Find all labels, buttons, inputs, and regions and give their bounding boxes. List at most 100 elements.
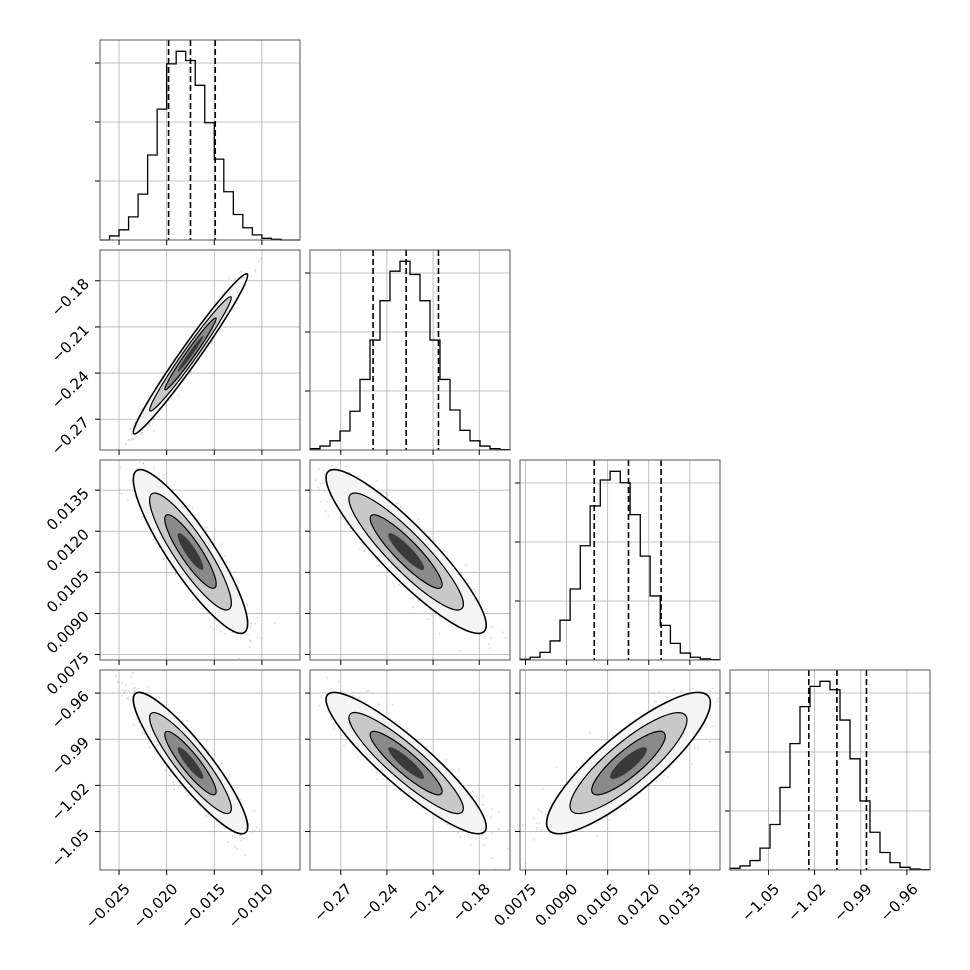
scatter-point xyxy=(512,644,514,646)
scatter-point xyxy=(130,433,133,436)
scatter-point xyxy=(153,466,155,469)
scatter-point xyxy=(330,464,333,467)
scatter-point xyxy=(264,248,266,250)
scatter-point xyxy=(216,625,219,628)
scatter-point xyxy=(427,618,430,620)
scatter-point xyxy=(250,640,253,643)
scatter-point xyxy=(135,717,138,720)
scatter-point xyxy=(116,681,119,683)
scatter-point xyxy=(320,500,322,503)
scatter-point xyxy=(130,428,133,430)
panel-frame xyxy=(309,249,511,451)
scatter-point xyxy=(287,464,289,466)
scatter-point xyxy=(234,571,237,574)
panel-content xyxy=(100,457,300,660)
scatter-point xyxy=(424,610,427,612)
scatter-point xyxy=(132,425,134,428)
scatter-point xyxy=(345,465,348,468)
scatter-point xyxy=(95,479,97,481)
scatter-point xyxy=(141,431,143,434)
histogram-panel-0 xyxy=(95,39,301,241)
scatter-point xyxy=(141,516,144,518)
density-contour-3 xyxy=(177,533,204,570)
scatter-point xyxy=(363,549,366,552)
scatter-point xyxy=(204,814,207,816)
scatter-point xyxy=(115,675,117,677)
scatter-point xyxy=(464,564,467,566)
density-contour-3 xyxy=(177,335,204,372)
scatter-point xyxy=(314,479,317,482)
scatter-point xyxy=(472,588,474,591)
scatter-point xyxy=(125,457,127,459)
scatter-point xyxy=(490,636,493,639)
scatter-point xyxy=(459,650,462,652)
scatter-point xyxy=(162,477,165,480)
scatter-point xyxy=(412,606,414,609)
scatter-point xyxy=(429,608,431,611)
scatter-point xyxy=(163,473,165,476)
scatter-point xyxy=(430,614,433,617)
histogram-panel-2 xyxy=(515,459,721,661)
scatter-point xyxy=(191,599,194,601)
panel-frame xyxy=(99,39,301,241)
scatter-point xyxy=(384,491,387,494)
scatter-point xyxy=(238,581,240,583)
scatter-point xyxy=(322,469,325,472)
scatter-point xyxy=(133,422,136,425)
scatter-point xyxy=(363,550,365,553)
scatter-point xyxy=(296,464,298,466)
scatter-point xyxy=(400,506,402,509)
scatter-point xyxy=(256,636,259,639)
scatter-point xyxy=(322,482,325,484)
scatter-point xyxy=(231,308,234,311)
scatter-point xyxy=(398,583,401,586)
scatter-point xyxy=(118,488,121,491)
scatter-point xyxy=(418,600,421,603)
scatter-point xyxy=(161,557,164,560)
scatter-point xyxy=(439,616,441,619)
scatter-point xyxy=(224,555,227,558)
scatter-point xyxy=(177,394,180,397)
scatter-point xyxy=(174,572,177,575)
scatter-panel-2-1 xyxy=(287,436,514,661)
scatter-point xyxy=(239,270,242,273)
scatter-point xyxy=(239,799,242,801)
scatter-point xyxy=(359,548,361,551)
scatter-point xyxy=(140,432,143,435)
scatter-point xyxy=(120,492,123,495)
scatter-point xyxy=(120,694,123,697)
scatter-point xyxy=(154,542,157,545)
scatter-point xyxy=(119,466,122,469)
scatter-point xyxy=(318,489,321,491)
scatter-point xyxy=(248,646,251,649)
scatter-point xyxy=(488,647,491,649)
scatter-point xyxy=(127,439,130,442)
scatter-point xyxy=(121,689,124,691)
scatter-point xyxy=(131,672,134,674)
scatter-point xyxy=(378,564,381,567)
scatter-point xyxy=(143,733,146,735)
scatter-point xyxy=(153,418,155,420)
scatter-panel-1-0 xyxy=(95,248,301,481)
scatter-point xyxy=(128,690,130,692)
scatter-point xyxy=(127,696,130,699)
scatter-point xyxy=(220,762,223,765)
scatter-point xyxy=(141,730,144,733)
scatter-point xyxy=(274,622,276,625)
scatter-point xyxy=(307,436,309,438)
scatter-point xyxy=(203,526,206,529)
scatter-point xyxy=(174,573,177,576)
scatter-point xyxy=(214,301,217,304)
scatter-point xyxy=(246,634,249,636)
scatter-point xyxy=(238,657,240,660)
scatter-point xyxy=(417,599,419,602)
scatter-point xyxy=(148,746,151,748)
scatter-point xyxy=(397,584,400,587)
scatter-point xyxy=(319,457,321,459)
scatter-panel-2-0 xyxy=(99,457,301,661)
scatter-point xyxy=(257,260,260,263)
scatter-point xyxy=(246,603,249,606)
scatter-point xyxy=(234,278,237,281)
panel-content xyxy=(287,436,514,660)
scatter-point xyxy=(148,424,151,427)
